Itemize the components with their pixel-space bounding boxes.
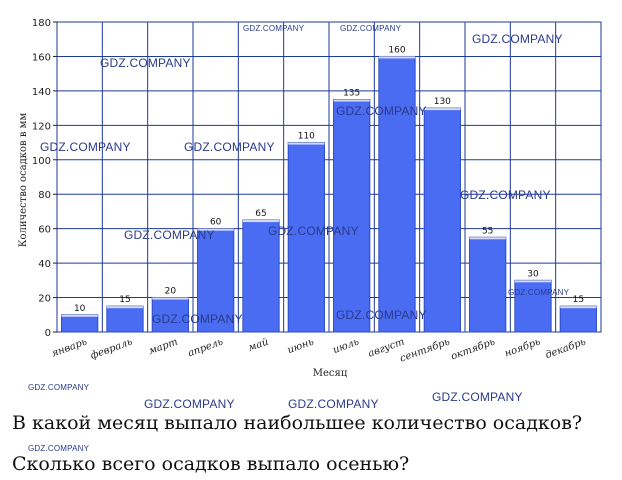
bar [378, 55, 416, 333]
bar-top-highlight [469, 237, 506, 240]
watermark: GDZ.COMPANY [336, 104, 427, 118]
bar [197, 228, 235, 333]
data-label: 160 [388, 45, 405, 55]
data-label: 110 [298, 132, 315, 142]
watermark: GDZ.COMPANY [184, 140, 275, 154]
data-label: 55 [482, 226, 493, 236]
data-label: 135 [343, 89, 360, 99]
x-tick-label: сентябрь [399, 336, 452, 364]
bar [61, 314, 99, 333]
x-tick-label: январь [50, 336, 88, 359]
bar-top-highlight [378, 56, 416, 59]
watermark: GDZ.COMPANY [152, 312, 243, 326]
x-axis-title: Месяц [313, 368, 348, 379]
y-tick-label: 60 [38, 225, 51, 236]
watermark: GDZ.COMPANY [243, 24, 305, 33]
x-axis-ticks: январь февраль март апрель май июнь июль август… [50, 336, 587, 364]
watermark: GDZ.COMPANY [100, 56, 191, 70]
y-axis-title: Количество осадков в мм [18, 113, 29, 248]
data-label: 65 [255, 209, 266, 219]
x-tick-label: июнь [286, 336, 315, 356]
data-label: 15 [119, 295, 130, 305]
watermark: GDZ.COMPANY [472, 32, 563, 46]
bar-top-highlight [560, 306, 597, 309]
grid [56, 21, 602, 333]
watermark: GDZ.COMPANY [268, 224, 359, 238]
watermark: GDZ.COMPANY [28, 383, 90, 392]
watermark: GDZ.COMPANY [432, 390, 523, 404]
bar-top-highlight [242, 220, 280, 223]
watermark: GDZ.COMPANY [508, 288, 570, 297]
bar [514, 279, 552, 333]
bar [242, 219, 280, 333]
y-tick-label: 100 [32, 156, 51, 167]
y-tick-label: 140 [32, 87, 51, 98]
data-label: 60 [210, 218, 222, 228]
watermark: GDZ.COMPANY [340, 24, 402, 33]
x-tick-label: март [147, 336, 179, 357]
x-tick-label: май [247, 336, 270, 353]
x-tick-label: апрель [187, 336, 225, 359]
watermark: GDZ.COMPANY [124, 228, 215, 242]
bar-top-highlight [333, 99, 370, 102]
value-labels: 10 15 20 60 65 110 135 160 130 55 30 15 [74, 45, 584, 313]
bar-top-highlight [106, 306, 144, 309]
watermark: GDZ.COMPANY [460, 188, 551, 202]
y-tick-label: 0 [45, 328, 51, 339]
bar [469, 236, 507, 333]
question-2: Сколько всего осадков выпало осенью? [12, 453, 410, 475]
y-axis-ticks: 0 20 40 60 80 100 120 140 160 180 [32, 18, 57, 339]
y-tick-label: 180 [32, 18, 51, 29]
y-tick-label: 80 [38, 190, 51, 201]
question-1: В какой месяц выпало наибольшее количест… [12, 412, 583, 434]
watermark: GDZ.COMPANY [288, 397, 379, 411]
bar-top-highlight [288, 142, 325, 145]
bar [287, 142, 325, 333]
data-label: 130 [434, 97, 451, 107]
y-tick-label: 120 [32, 121, 51, 132]
watermark: GDZ.COMPANY [144, 397, 235, 411]
x-tick-label: октябрь [450, 336, 497, 362]
bar [333, 99, 371, 333]
data-label: 20 [165, 287, 177, 297]
watermark: GDZ.COMPANY [40, 140, 131, 154]
watermark: GDZ.COMPANY [336, 308, 427, 322]
x-tick-label: ноябрь [503, 336, 542, 359]
bar-top-highlight [514, 280, 552, 283]
x-tick-label: июль [332, 336, 361, 356]
bar [559, 305, 597, 333]
bar-top-highlight [197, 228, 234, 231]
data-label: 30 [527, 269, 539, 279]
bar [423, 107, 461, 333]
y-tick-label: 160 [32, 52, 51, 63]
bar-top-highlight [424, 108, 461, 111]
bar [151, 297, 189, 333]
bar-top-highlight [61, 314, 98, 317]
x-tick-label: декабрь [544, 336, 587, 361]
y-tick-label: 40 [38, 259, 51, 270]
bar [106, 305, 144, 333]
data-label: 15 [573, 295, 584, 305]
bar-top-highlight [152, 297, 189, 300]
bars [61, 55, 597, 333]
data-label: 10 [74, 304, 86, 314]
y-tick-label: 20 [38, 294, 51, 305]
watermark: GDZ.COMPANY [28, 444, 90, 453]
x-tick-label: февраль [89, 336, 134, 361]
